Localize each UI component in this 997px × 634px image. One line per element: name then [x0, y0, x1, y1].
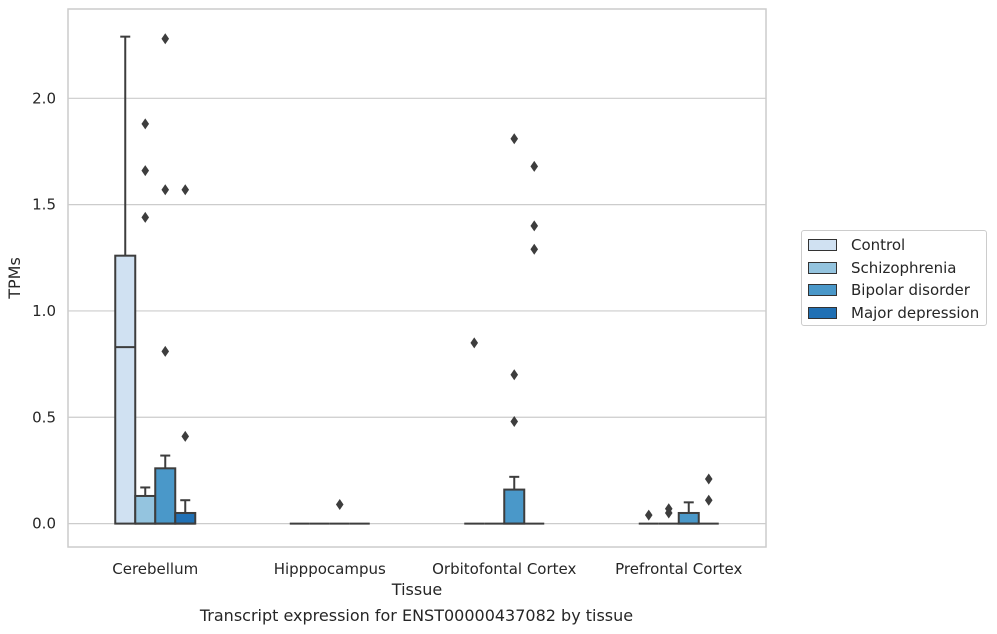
outlier-point: [335, 498, 344, 510]
legend-swatch: [808, 306, 837, 319]
chart-caption: Transcript expression for ENST0000043708…: [199, 606, 634, 625]
x-tick-label: Cerebellum: [112, 560, 198, 578]
box: [114, 254, 137, 525]
outlier-point: [664, 507, 673, 519]
outlier-point: [470, 337, 479, 349]
outlier-point: [161, 33, 170, 45]
legend-label: Schizophrenia: [851, 258, 957, 277]
box-group: [698, 473, 719, 525]
outlier-point: [510, 369, 519, 381]
legend: Control Schizophrenia Bipolar disorder Majo…: [801, 230, 987, 326]
outlier-point: [510, 133, 519, 145]
legend-swatch: [808, 261, 837, 274]
y-tick-label: 1.0: [32, 302, 56, 320]
x-tick-label: Prefrontal Cortex: [615, 560, 742, 578]
box-group: [134, 118, 157, 525]
box: [503, 488, 526, 525]
plot-area: [67, 8, 767, 548]
y-tick-label: 2.0: [32, 89, 56, 107]
box-group: [677, 501, 700, 525]
box-group: [638, 509, 659, 525]
legend-item: Control: [808, 235, 905, 255]
box-group: [329, 498, 350, 525]
x-tick-label: Hipppocampus: [274, 560, 386, 578]
outlier-point: [161, 345, 170, 357]
box-group: [114, 35, 137, 525]
box-group: [658, 503, 679, 525]
legend-label: Bipolar disorder: [851, 281, 970, 299]
box: [154, 467, 177, 525]
legend-swatch: [808, 239, 837, 251]
box: [134, 494, 157, 525]
outlier-point: [510, 416, 519, 428]
box-group: [503, 133, 526, 525]
x-axis-label: Tissue: [391, 580, 442, 599]
outlier-point: [644, 509, 653, 521]
y-axis-ticks: 0.0 0.5 1.0 1.5 2.0: [32, 89, 56, 532]
x-axis-ticks: Cerebellum Hipppocampus Orbitofontal Corte…: [112, 560, 742, 578]
box-group: [464, 337, 485, 525]
outlier-point: [530, 243, 539, 255]
outlier-point: [141, 118, 150, 130]
y-tick-label: 1.5: [32, 196, 56, 214]
outlier-point: [181, 184, 190, 196]
outlier-point: [530, 220, 539, 232]
box-group: [154, 33, 177, 525]
y-axis-label: TPMs: [5, 257, 24, 300]
legend-label: Control: [851, 236, 906, 254]
box: [677, 511, 700, 525]
outlier-point: [141, 211, 150, 223]
x-tick-label: Orbitofontal Cortex: [432, 560, 576, 578]
boxes-layer: [114, 33, 719, 525]
box-group: [174, 184, 197, 525]
outlier-point: [181, 430, 190, 442]
outlier-point: [704, 473, 713, 485]
y-tick-label: 0.0: [32, 515, 56, 533]
box: [174, 511, 197, 525]
box-group: [524, 160, 545, 525]
legend-item: Bipolar disorder: [808, 280, 970, 300]
legend-label: Major depression: [851, 303, 980, 322]
outlier-point: [704, 494, 713, 506]
outlier-point: [161, 184, 170, 196]
legend-item: Schizophrenia: [808, 258, 956, 278]
outlier-point: [530, 160, 539, 172]
y-tick-label: 0.5: [32, 408, 56, 426]
legend-item: Major depression: [808, 303, 979, 323]
legend-swatch: [808, 284, 837, 296]
outlier-point: [141, 165, 150, 177]
